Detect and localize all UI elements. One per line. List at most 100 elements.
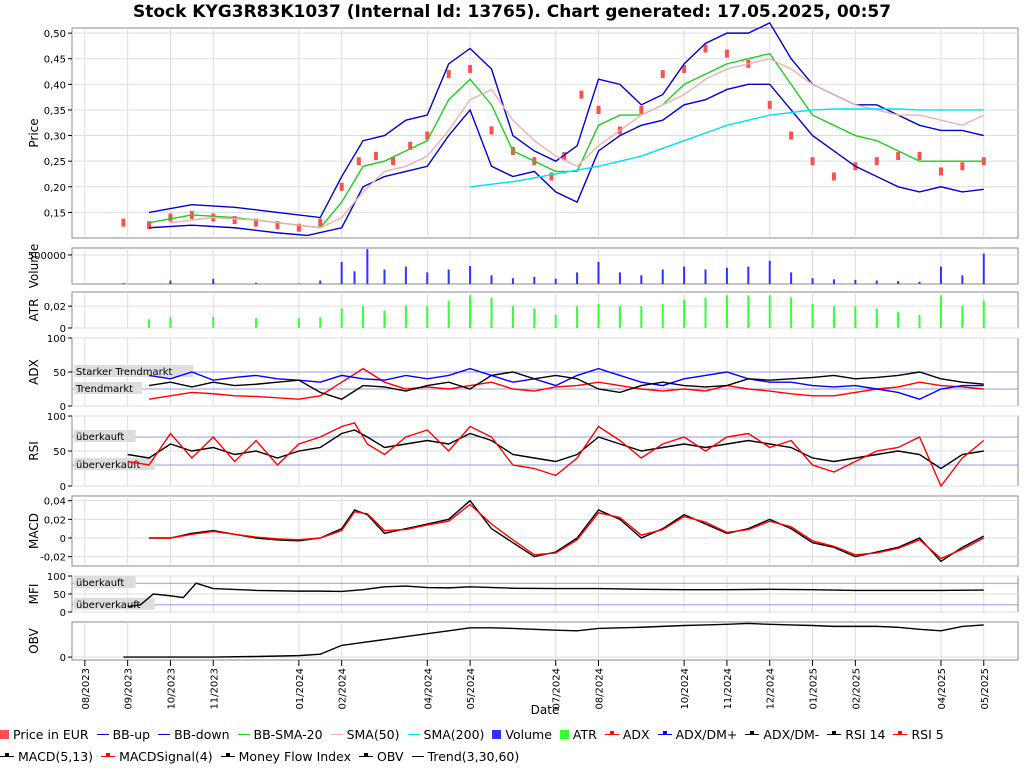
ref-label-bg-rsi bbox=[74, 430, 136, 442]
legend-item: BB-down bbox=[158, 726, 230, 742]
panel-mfi: 0 50 100 MFI überkauft überverkauft bbox=[27, 572, 1019, 619]
ref-label-mfi: überkauft bbox=[76, 578, 124, 589]
ytick-label-macd: 0,02 bbox=[44, 515, 66, 526]
legend-label: ADX bbox=[622, 726, 650, 742]
xtick-label: 09/2023 bbox=[124, 668, 135, 710]
legend-swatch bbox=[237, 733, 250, 735]
ylabel-price: Price bbox=[27, 118, 41, 147]
ytick-label-volume: 500000 bbox=[28, 251, 66, 262]
xtick-label: 05/2025 bbox=[980, 668, 991, 710]
ref-label-bg-rsi bbox=[74, 458, 155, 470]
ytick-label-adx: 50 bbox=[53, 368, 66, 379]
ytick-label-price: 0,40 bbox=[44, 80, 66, 91]
series-line bbox=[148, 371, 984, 400]
ytick-label-price: 0,50 bbox=[44, 29, 66, 40]
price-candle bbox=[724, 49, 729, 58]
xtick-label: 07/2024 bbox=[552, 668, 563, 710]
legend-swatch bbox=[158, 733, 171, 735]
price-candle bbox=[318, 218, 323, 227]
price-candle bbox=[703, 44, 708, 53]
legend-label: SMA(200) bbox=[423, 726, 485, 742]
ylabel-volume: Volume bbox=[27, 244, 41, 289]
series-line bbox=[127, 422, 985, 488]
legend-swatch bbox=[0, 753, 14, 757]
ytick-label-mfi: 100 bbox=[47, 572, 66, 583]
legend-item: ADX bbox=[604, 726, 650, 742]
series-line bbox=[149, 83, 984, 237]
xlabel: Date bbox=[531, 703, 560, 717]
ytick-label-price: 0,15 bbox=[44, 208, 66, 219]
legend-swatch bbox=[358, 753, 373, 757]
legend-row-1: Price in EUR BB-up BB-down BB-SMA-20 SMA(50)… bbox=[0, 724, 1024, 744]
ylabel-macd: MACD bbox=[27, 513, 41, 549]
series-adx-dm- bbox=[148, 371, 984, 400]
legend-label: MACD(5,13) bbox=[18, 748, 94, 764]
series-line bbox=[127, 429, 984, 470]
series-sma-200- bbox=[470, 108, 984, 188]
legend-label: ADX/DM- bbox=[763, 726, 820, 742]
price-candle bbox=[468, 64, 473, 73]
legend-swatch bbox=[893, 731, 908, 735]
price-candle bbox=[391, 157, 396, 166]
ytick-label-adx: 100 bbox=[47, 334, 66, 345]
legend-swatch bbox=[411, 755, 424, 757]
price-candle bbox=[562, 152, 567, 161]
ytick-label-price: 0,20 bbox=[44, 183, 66, 194]
panel-frame-atr bbox=[71, 291, 1019, 329]
xtick-label: 08/2024 bbox=[595, 668, 606, 710]
xtick-label: 04/2025 bbox=[937, 668, 948, 710]
price-candle bbox=[960, 162, 965, 171]
ytick-label-price: 0,35 bbox=[44, 106, 66, 117]
ytick-label-price: 0,25 bbox=[44, 157, 66, 168]
legend-swatch bbox=[96, 733, 109, 735]
series-macdsignal-4- bbox=[149, 503, 985, 560]
panel-obv: 0 OBV bbox=[27, 621, 1019, 664]
price-candle bbox=[596, 105, 601, 114]
legend-item: RSI 5 bbox=[893, 727, 944, 742]
series-line bbox=[170, 57, 985, 229]
ytick-label-rsi: 100 bbox=[47, 412, 66, 423]
price-candle bbox=[938, 167, 943, 176]
legend-item: BB-up bbox=[96, 727, 150, 742]
legend-item: MACDSignal(4) bbox=[101, 749, 213, 764]
legend-row-2: MACD(5,13) MACDSignal(4) Money Flow Index O… bbox=[0, 746, 1024, 766]
ytick-label-atr: 0 bbox=[60, 324, 66, 335]
legend-swatch bbox=[827, 731, 842, 735]
price-candle bbox=[810, 157, 815, 166]
price-candle bbox=[917, 152, 922, 161]
legend-item: RSI 14 bbox=[827, 727, 885, 742]
ylabel-adx: ADX bbox=[27, 359, 41, 385]
price-candle bbox=[275, 221, 280, 230]
ref-label-mfi: überverkauft bbox=[76, 600, 141, 611]
legend-swatch bbox=[745, 731, 760, 735]
legend-swatch bbox=[492, 729, 502, 739]
ref-label-bg-adx bbox=[74, 382, 142, 394]
price-candle bbox=[767, 100, 772, 109]
legend-label: RSI 14 bbox=[845, 726, 886, 742]
xtick-label: 02/2024 bbox=[338, 668, 349, 710]
series-volume bbox=[122, 249, 985, 284]
legend-label: ADX/DM+ bbox=[675, 726, 738, 742]
legend-label: BB-down bbox=[174, 726, 230, 742]
price-candle bbox=[168, 213, 173, 222]
legend-swatch bbox=[657, 731, 672, 735]
ytick-label-rsi: 0 bbox=[60, 482, 66, 493]
ytick-label-macd: -0,02 bbox=[40, 553, 66, 564]
legend-item: Trend(3,30,60) bbox=[411, 749, 519, 764]
series-sma-50- bbox=[170, 57, 985, 229]
price-candle bbox=[639, 105, 644, 114]
series-adx bbox=[148, 367, 984, 400]
legend-swatch bbox=[559, 729, 569, 739]
xtick-label: 01/2025 bbox=[809, 668, 820, 710]
ytick-label-price: 0,30 bbox=[44, 132, 66, 143]
series-line bbox=[123, 622, 984, 658]
legend-item: BB-SMA-20 bbox=[237, 727, 323, 742]
ytick-label-mfi: 0 bbox=[60, 608, 66, 619]
series-bb-down bbox=[149, 83, 984, 237]
price-candle bbox=[356, 157, 361, 166]
legend-label: SMA(50) bbox=[346, 726, 400, 742]
series-adx-dm- bbox=[148, 367, 984, 400]
